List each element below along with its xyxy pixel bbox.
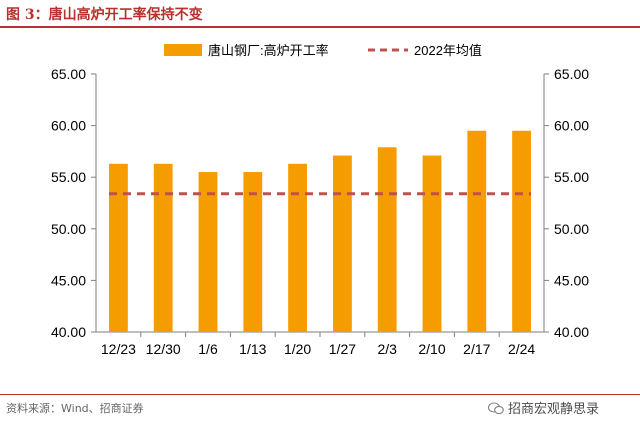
x-tick-label: 12/23 [101,341,136,357]
title-rule [0,26,640,28]
x-tick-label: 2/24 [508,341,535,357]
y2-tick-label: 65.00 [554,66,589,82]
y-tick-label: 45.00 [51,272,86,288]
bar-chart: 唐山钢厂:高炉开工率 2022年均值 40.00 45.00 50.00 55.00 6… [51,43,589,357]
y-tick-label: 60.00 [51,118,86,134]
x-tick-label: 12/30 [146,341,181,357]
bar-series [108,130,532,332]
y-tick-label: 55.00 [51,169,86,185]
y-tick-label: 65.00 [51,66,86,82]
bar [377,147,397,332]
bar [422,155,442,332]
bar [108,163,128,332]
y2-tick-label: 45.00 [554,272,589,288]
watermark: 招商宏观静思录 [488,398,599,417]
y2-tick-label: 50.00 [554,221,589,237]
bar [512,130,532,332]
watermark-text: 招商宏观静思录 [508,402,600,417]
legend-label-line: 2022年均值 [414,43,482,58]
x-tick-label: 1/6 [198,341,218,357]
x-tick-label: 2/3 [377,341,397,357]
tick-labels: 40.00 45.00 50.00 55.00 60.00 65.00 40.00 45.00… [51,66,589,357]
x-tick-label: 1/13 [239,341,266,357]
x-tick-label: 1/20 [284,341,311,357]
wechat-icon [488,402,504,415]
bar [467,130,487,332]
bar [332,155,352,332]
legend-label-bar: 唐山钢厂:高炉开工率 [208,43,329,58]
y2-tick-label: 55.00 [554,169,589,185]
x-tick-label: 1/27 [329,341,356,357]
x-tick-label: 2/17 [463,341,490,357]
source-note: 资料来源：Wind、招商证券 [6,402,144,415]
y2-tick-label: 40.00 [554,324,589,340]
y2-tick-label: 60.00 [554,118,589,134]
x-tick-label: 2/10 [418,341,445,357]
y-tick-label: 50.00 [51,221,86,237]
bar [243,172,263,332]
bar [153,163,173,332]
legend-swatch-bar [164,44,202,56]
y-tick-label: 40.00 [51,324,86,340]
bar [198,172,218,332]
bar [288,163,308,332]
bottom-rule [0,394,640,395]
legend: 唐山钢厂:高炉开工率 2022年均值 [164,43,482,58]
figure-title: 图 3：唐山高炉开工率保持不变 [6,7,203,23]
